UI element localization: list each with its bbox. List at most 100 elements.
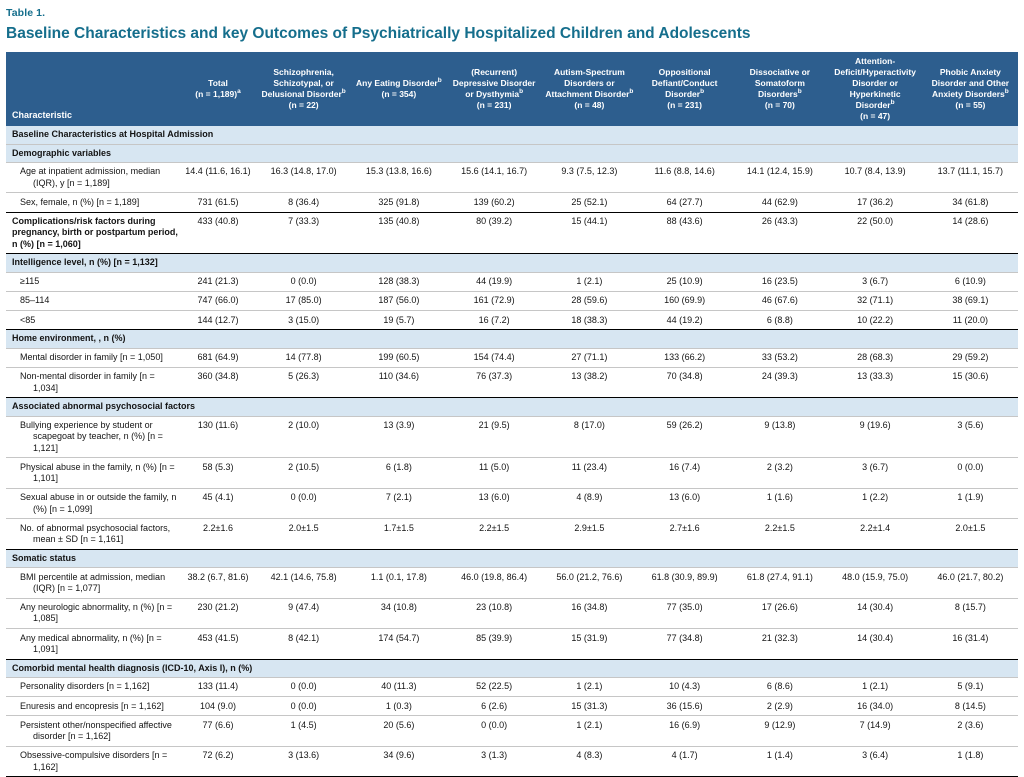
header-row: Characteristic Total (n = 1,189)a Schizophr… bbox=[6, 52, 1018, 127]
cell-value: 29 (59.2) bbox=[952, 352, 989, 363]
section-row: Comorbid mental health diagnosis (ICD-10… bbox=[6, 659, 1018, 678]
cell-value: 26 (43.3) bbox=[761, 216, 798, 227]
cell-value: 110 (34.6) bbox=[378, 371, 420, 382]
cell-value: 0 (0.0) bbox=[290, 492, 317, 503]
row-label: Sex, female, n (%) [n = 1,189] bbox=[20, 196, 140, 207]
characteristics-table: Characteristic Total (n = 1,189)a Schizophr… bbox=[6, 52, 1018, 777]
column-header: Attention-Deficit/Hyperactivity Disorder… bbox=[827, 52, 923, 127]
cell-value: 14.1 (12.4, 15.9) bbox=[746, 166, 813, 177]
cell-value: 6 (10.9) bbox=[954, 276, 986, 287]
cell-value: 2 (10.5) bbox=[288, 461, 320, 472]
cell-value: 15.3 (13.8, 16.6) bbox=[365, 166, 432, 177]
cell-value: 1 (2.1) bbox=[862, 681, 889, 692]
cell-value: 1 (1.6) bbox=[766, 492, 793, 503]
cell-value: 133 (66.2) bbox=[664, 352, 706, 363]
column-header-characteristic: Characteristic bbox=[6, 52, 180, 127]
cell-value: 11 (23.4) bbox=[571, 461, 608, 472]
cell-value: 1 (2.1) bbox=[576, 719, 603, 730]
cell-value: 10 (22.2) bbox=[857, 314, 894, 325]
section-label: Home environment, , n (%) bbox=[6, 329, 1018, 349]
cell-value: 70 (34.8) bbox=[666, 371, 703, 382]
cell-value: 72 (6.2) bbox=[202, 750, 234, 761]
cell-value: 15 (31.9) bbox=[571, 632, 608, 643]
cell-value: 25 (10.9) bbox=[666, 276, 703, 287]
section-label: Associated abnormal psychosocial factors bbox=[6, 397, 1018, 417]
cell-value: 3 (6.7) bbox=[862, 276, 889, 287]
cell-value: 61.8 (27.4, 91.1) bbox=[746, 571, 813, 582]
cell-value: 6 (2.6) bbox=[481, 700, 508, 711]
cell-value: 1 (2.1) bbox=[576, 276, 603, 287]
cell-value: 48.0 (15.9, 75.0) bbox=[842, 571, 909, 582]
cell-value: 16 (7.2) bbox=[478, 314, 510, 325]
row-label: 85–114 bbox=[20, 295, 50, 306]
row-label: BMI percentile at admission, median (IQR… bbox=[20, 571, 166, 593]
cell-value: 133 (11.4) bbox=[197, 681, 239, 692]
cell-value: 16 (34.0) bbox=[857, 700, 894, 711]
column-header: Oppositional Defiant/Conduct Disorderb (n… bbox=[637, 52, 733, 127]
data-row: <85 144 (12.7) 3 (15.0) 19 (5.7) 16 (7.2) 18 … bbox=[6, 310, 1018, 330]
cell-value: 17 (36.2) bbox=[857, 196, 894, 207]
cell-value: 1 (2.1) bbox=[576, 681, 603, 692]
cell-value: 64 (27.7) bbox=[666, 196, 703, 207]
section-row: Baseline Characteristics at Hospital Adm… bbox=[6, 126, 1018, 145]
cell-value: 325 (91.8) bbox=[378, 196, 420, 207]
cell-value: 76 (37.3) bbox=[476, 371, 513, 382]
cell-value: 20 (5.6) bbox=[383, 719, 415, 730]
section-row: Intelligence level, n (%) [n = 1,132] bbox=[6, 253, 1018, 273]
section-label: Comorbid mental health diagnosis (ICD-10… bbox=[6, 659, 1018, 678]
cell-value: 15 (30.6) bbox=[952, 371, 989, 382]
cell-value: 19 (5.7) bbox=[383, 314, 415, 325]
section-label: Somatic status bbox=[6, 549, 1018, 568]
cell-value: 14 (30.4) bbox=[857, 602, 894, 613]
row-label: ≥115 bbox=[20, 276, 40, 287]
data-row: Age at inpatient admission, median (IQR)… bbox=[6, 162, 1018, 193]
cell-value: 1 (1.4) bbox=[766, 750, 793, 761]
section-row: Associated abnormal psychosocial factors bbox=[6, 397, 1018, 417]
cell-value: 2.0±1.5 bbox=[288, 522, 319, 533]
cell-value: 77 (6.6) bbox=[202, 719, 234, 730]
row-label: Bullying experience by student or scapeg… bbox=[20, 420, 163, 453]
cell-value: 16 (6.9) bbox=[669, 719, 701, 730]
cell-value: 4 (8.3) bbox=[576, 750, 603, 761]
data-row: 85–114 747 (66.0) 17 (85.0) 187 (56.0) 161 (… bbox=[6, 291, 1018, 310]
cell-value: 0 (0.0) bbox=[957, 461, 984, 472]
cell-value: 21 (32.3) bbox=[761, 632, 798, 643]
cell-value: 18 (38.3) bbox=[571, 314, 608, 325]
cell-value: 230 (21.2) bbox=[197, 602, 239, 613]
section-row: Home environment, , n (%) bbox=[6, 329, 1018, 349]
cell-value: 139 (60.2) bbox=[473, 196, 515, 207]
cell-value: 46.0 (21.7, 80.2) bbox=[937, 571, 1004, 582]
cell-value: 34 (61.8) bbox=[952, 196, 989, 207]
cell-value: 9.3 (7.5, 12.3) bbox=[561, 166, 618, 177]
column-header: (Recurrent) Depressive Disorder or Dysth… bbox=[446, 52, 542, 127]
table-number-label: Table 1. bbox=[6, 7, 46, 19]
cell-value: 3 (13.6) bbox=[288, 750, 320, 761]
cell-value: 104 (9.0) bbox=[199, 700, 237, 711]
table-title: Baseline Characteristics and key Outcome… bbox=[6, 25, 751, 42]
cell-value: 161 (72.9) bbox=[473, 295, 515, 306]
cell-value: 4 (8.9) bbox=[576, 492, 603, 503]
cell-value: 16.3 (14.8, 17.0) bbox=[270, 166, 337, 177]
row-label: Any medical abnormality, n (%) [n = 1,09… bbox=[20, 632, 162, 654]
cell-value: 2 (2.9) bbox=[766, 700, 793, 711]
cell-value: 128 (38.3) bbox=[378, 276, 420, 287]
row-label: Personality disorders [n = 1,162] bbox=[20, 681, 150, 692]
cell-value: 8 (14.5) bbox=[954, 700, 986, 711]
cell-value: 16 (7.4) bbox=[669, 461, 701, 472]
cell-value: 731 (61.5) bbox=[197, 196, 239, 207]
cell-value: 56.0 (21.2, 76.6) bbox=[556, 571, 623, 582]
cell-value: 1 (1.9) bbox=[957, 492, 984, 503]
cell-value: 8 (17.0) bbox=[573, 420, 605, 431]
cell-value: 14 (30.4) bbox=[857, 632, 894, 643]
cell-value: 11.6 (8.8, 14.6) bbox=[654, 166, 715, 177]
cell-value: 135 (40.8) bbox=[378, 216, 420, 227]
section-label: Demographic variables bbox=[6, 144, 1018, 163]
cell-value: 44 (19.2) bbox=[666, 314, 703, 325]
cell-value: 11 (20.0) bbox=[952, 314, 989, 325]
cell-value: 85 (39.9) bbox=[476, 632, 513, 643]
cell-value: 1.7±1.5 bbox=[383, 522, 414, 533]
cell-value: 2.0±1.5 bbox=[955, 522, 986, 533]
row-label: Non-mental disorder in family [n = 1,034… bbox=[20, 371, 155, 393]
cell-value: 42.1 (14.6, 75.8) bbox=[270, 571, 337, 582]
